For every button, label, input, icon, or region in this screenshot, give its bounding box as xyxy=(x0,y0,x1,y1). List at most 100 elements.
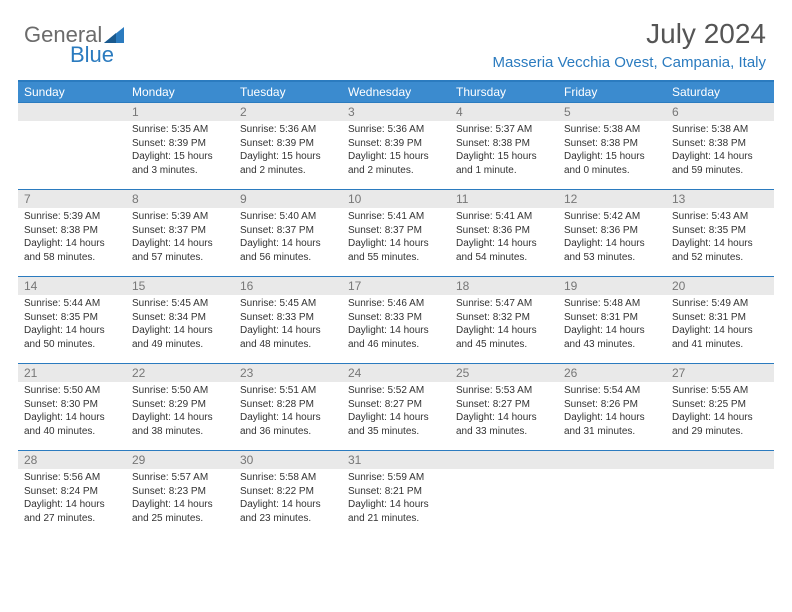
day-number: 2 xyxy=(234,103,342,121)
day-number xyxy=(18,103,126,121)
sunrise-text: Sunrise: 5:41 AM xyxy=(456,210,552,224)
sunrise-text: Sunrise: 5:39 AM xyxy=(24,210,120,224)
week-row: 1Sunrise: 5:35 AMSunset: 8:39 PMDaylight… xyxy=(18,102,774,189)
sunrise-text: Sunrise: 5:59 AM xyxy=(348,471,444,485)
weekday-header: Sunday Monday Tuesday Wednesday Thursday… xyxy=(18,82,774,102)
sunset-text: Sunset: 8:28 PM xyxy=(240,398,336,412)
sunrise-text: Sunrise: 5:37 AM xyxy=(456,123,552,137)
logo-line2: Blue xyxy=(70,42,114,68)
sunset-text: Sunset: 8:31 PM xyxy=(564,311,660,325)
day-details: Sunrise: 5:41 AMSunset: 8:37 PMDaylight:… xyxy=(342,208,450,268)
sunset-text: Sunset: 8:38 PM xyxy=(672,137,768,151)
daylight-text: Daylight: 14 hours and 35 minutes. xyxy=(348,411,444,438)
logo-text-2: Blue xyxy=(70,42,114,68)
daylight-text: Daylight: 14 hours and 59 minutes. xyxy=(672,150,768,177)
daylight-text: Daylight: 14 hours and 33 minutes. xyxy=(456,411,552,438)
day-cell: 23Sunrise: 5:51 AMSunset: 8:28 PMDayligh… xyxy=(234,364,342,450)
day-details: Sunrise: 5:36 AMSunset: 8:39 PMDaylight:… xyxy=(234,121,342,181)
day-number: 8 xyxy=(126,190,234,208)
day-cell: 2Sunrise: 5:36 AMSunset: 8:39 PMDaylight… xyxy=(234,103,342,189)
weekday-label: Thursday xyxy=(450,82,558,102)
day-details: Sunrise: 5:55 AMSunset: 8:25 PMDaylight:… xyxy=(666,382,774,442)
sunset-text: Sunset: 8:37 PM xyxy=(132,224,228,238)
daylight-text: Daylight: 14 hours and 29 minutes. xyxy=(672,411,768,438)
day-details: Sunrise: 5:51 AMSunset: 8:28 PMDaylight:… xyxy=(234,382,342,442)
day-number: 23 xyxy=(234,364,342,382)
daylight-text: Daylight: 14 hours and 46 minutes. xyxy=(348,324,444,351)
day-details: Sunrise: 5:44 AMSunset: 8:35 PMDaylight:… xyxy=(18,295,126,355)
sunset-text: Sunset: 8:38 PM xyxy=(456,137,552,151)
day-cell: 7Sunrise: 5:39 AMSunset: 8:38 PMDaylight… xyxy=(18,190,126,276)
day-cell: 19Sunrise: 5:48 AMSunset: 8:31 PMDayligh… xyxy=(558,277,666,363)
day-cell: 29Sunrise: 5:57 AMSunset: 8:23 PMDayligh… xyxy=(126,451,234,537)
daylight-text: Daylight: 14 hours and 27 minutes. xyxy=(24,498,120,525)
sunrise-text: Sunrise: 5:53 AM xyxy=(456,384,552,398)
sunset-text: Sunset: 8:33 PM xyxy=(348,311,444,325)
day-number: 19 xyxy=(558,277,666,295)
day-details: Sunrise: 5:43 AMSunset: 8:35 PMDaylight:… xyxy=(666,208,774,268)
sunset-text: Sunset: 8:24 PM xyxy=(24,485,120,499)
day-details: Sunrise: 5:40 AMSunset: 8:37 PMDaylight:… xyxy=(234,208,342,268)
sunset-text: Sunset: 8:37 PM xyxy=(240,224,336,238)
day-number: 29 xyxy=(126,451,234,469)
day-number: 3 xyxy=(342,103,450,121)
location-subtitle: Masseria Vecchia Ovest, Campania, Italy xyxy=(493,54,766,71)
day-number: 4 xyxy=(450,103,558,121)
day-details: Sunrise: 5:37 AMSunset: 8:38 PMDaylight:… xyxy=(450,121,558,181)
day-number: 24 xyxy=(342,364,450,382)
day-details: Sunrise: 5:59 AMSunset: 8:21 PMDaylight:… xyxy=(342,469,450,529)
sunset-text: Sunset: 8:36 PM xyxy=(564,224,660,238)
sunset-text: Sunset: 8:39 PM xyxy=(132,137,228,151)
day-details: Sunrise: 5:58 AMSunset: 8:22 PMDaylight:… xyxy=(234,469,342,529)
daylight-text: Daylight: 14 hours and 52 minutes. xyxy=(672,237,768,264)
page-header: July 2024 Masseria Vecchia Ovest, Campan… xyxy=(493,18,766,71)
daylight-text: Daylight: 14 hours and 48 minutes. xyxy=(240,324,336,351)
day-details: Sunrise: 5:42 AMSunset: 8:36 PMDaylight:… xyxy=(558,208,666,268)
week-row: 21Sunrise: 5:50 AMSunset: 8:30 PMDayligh… xyxy=(18,363,774,450)
day-number: 21 xyxy=(18,364,126,382)
sunset-text: Sunset: 8:22 PM xyxy=(240,485,336,499)
sunset-text: Sunset: 8:30 PM xyxy=(24,398,120,412)
day-cell: 6Sunrise: 5:38 AMSunset: 8:38 PMDaylight… xyxy=(666,103,774,189)
day-cell xyxy=(450,451,558,537)
day-details: Sunrise: 5:57 AMSunset: 8:23 PMDaylight:… xyxy=(126,469,234,529)
day-number: 26 xyxy=(558,364,666,382)
sunrise-text: Sunrise: 5:38 AM xyxy=(672,123,768,137)
daylight-text: Daylight: 14 hours and 40 minutes. xyxy=(24,411,120,438)
day-details: Sunrise: 5:54 AMSunset: 8:26 PMDaylight:… xyxy=(558,382,666,442)
day-cell: 15Sunrise: 5:45 AMSunset: 8:34 PMDayligh… xyxy=(126,277,234,363)
daylight-text: Daylight: 14 hours and 53 minutes. xyxy=(564,237,660,264)
day-cell: 24Sunrise: 5:52 AMSunset: 8:27 PMDayligh… xyxy=(342,364,450,450)
sunrise-text: Sunrise: 5:56 AM xyxy=(24,471,120,485)
day-details: Sunrise: 5:41 AMSunset: 8:36 PMDaylight:… xyxy=(450,208,558,268)
day-cell: 4Sunrise: 5:37 AMSunset: 8:38 PMDaylight… xyxy=(450,103,558,189)
sunrise-text: Sunrise: 5:50 AM xyxy=(132,384,228,398)
daylight-text: Daylight: 14 hours and 58 minutes. xyxy=(24,237,120,264)
daylight-text: Daylight: 14 hours and 36 minutes. xyxy=(240,411,336,438)
weekday-label: Saturday xyxy=(666,82,774,102)
weekday-label: Tuesday xyxy=(234,82,342,102)
sunset-text: Sunset: 8:36 PM xyxy=(456,224,552,238)
day-number: 12 xyxy=(558,190,666,208)
day-cell: 13Sunrise: 5:43 AMSunset: 8:35 PMDayligh… xyxy=(666,190,774,276)
day-cell: 26Sunrise: 5:54 AMSunset: 8:26 PMDayligh… xyxy=(558,364,666,450)
sunset-text: Sunset: 8:31 PM xyxy=(672,311,768,325)
sunset-text: Sunset: 8:35 PM xyxy=(672,224,768,238)
sunrise-text: Sunrise: 5:35 AM xyxy=(132,123,228,137)
sunrise-text: Sunrise: 5:43 AM xyxy=(672,210,768,224)
sunrise-text: Sunrise: 5:55 AM xyxy=(672,384,768,398)
day-cell: 20Sunrise: 5:49 AMSunset: 8:31 PMDayligh… xyxy=(666,277,774,363)
day-details: Sunrise: 5:48 AMSunset: 8:31 PMDaylight:… xyxy=(558,295,666,355)
day-cell: 3Sunrise: 5:36 AMSunset: 8:39 PMDaylight… xyxy=(342,103,450,189)
daylight-text: Daylight: 15 hours and 2 minutes. xyxy=(240,150,336,177)
weekday-label: Sunday xyxy=(18,82,126,102)
daylight-text: Daylight: 15 hours and 3 minutes. xyxy=(132,150,228,177)
day-number: 1 xyxy=(126,103,234,121)
day-number xyxy=(450,451,558,469)
week-row: 7Sunrise: 5:39 AMSunset: 8:38 PMDaylight… xyxy=(18,189,774,276)
sunset-text: Sunset: 8:38 PM xyxy=(24,224,120,238)
day-number: 11 xyxy=(450,190,558,208)
sunrise-text: Sunrise: 5:46 AM xyxy=(348,297,444,311)
sunrise-text: Sunrise: 5:47 AM xyxy=(456,297,552,311)
sunset-text: Sunset: 8:33 PM xyxy=(240,311,336,325)
